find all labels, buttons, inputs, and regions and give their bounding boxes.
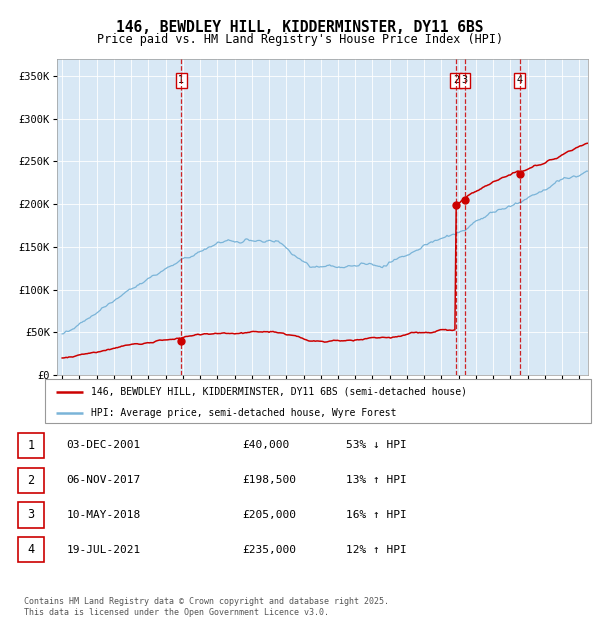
Text: £40,000: £40,000 — [242, 440, 290, 450]
Text: 16% ↑ HPI: 16% ↑ HPI — [346, 510, 407, 520]
Text: HPI: Average price, semi-detached house, Wyre Forest: HPI: Average price, semi-detached house,… — [91, 409, 397, 419]
FancyBboxPatch shape — [18, 502, 44, 528]
Text: 13% ↑ HPI: 13% ↑ HPI — [346, 475, 407, 485]
Text: £198,500: £198,500 — [242, 475, 296, 485]
Text: 10-MAY-2018: 10-MAY-2018 — [67, 510, 141, 520]
Text: 3: 3 — [462, 75, 468, 86]
Text: 4: 4 — [27, 543, 34, 556]
Text: £235,000: £235,000 — [242, 545, 296, 555]
Text: 3: 3 — [27, 508, 34, 521]
FancyBboxPatch shape — [18, 433, 44, 458]
Text: 12% ↑ HPI: 12% ↑ HPI — [346, 545, 407, 555]
Text: Contains HM Land Registry data © Crown copyright and database right 2025.
This d: Contains HM Land Registry data © Crown c… — [24, 598, 389, 617]
Text: 4: 4 — [517, 75, 523, 86]
Text: £205,000: £205,000 — [242, 510, 296, 520]
Text: Price paid vs. HM Land Registry's House Price Index (HPI): Price paid vs. HM Land Registry's House … — [97, 33, 503, 46]
FancyBboxPatch shape — [18, 467, 44, 493]
FancyBboxPatch shape — [18, 538, 44, 562]
Text: 1: 1 — [27, 439, 34, 452]
Text: 06-NOV-2017: 06-NOV-2017 — [67, 475, 141, 485]
Text: 2: 2 — [27, 474, 34, 487]
Text: 146, BEWDLEY HILL, KIDDERMINSTER, DY11 6BS (semi-detached house): 146, BEWDLEY HILL, KIDDERMINSTER, DY11 6… — [91, 387, 467, 397]
Text: 146, BEWDLEY HILL, KIDDERMINSTER, DY11 6BS: 146, BEWDLEY HILL, KIDDERMINSTER, DY11 6… — [116, 20, 484, 35]
Text: 19-JUL-2021: 19-JUL-2021 — [67, 545, 141, 555]
FancyBboxPatch shape — [45, 379, 591, 423]
Text: 53% ↓ HPI: 53% ↓ HPI — [346, 440, 407, 450]
Text: 2: 2 — [453, 75, 459, 86]
Text: 1: 1 — [178, 75, 184, 86]
Text: 03-DEC-2001: 03-DEC-2001 — [67, 440, 141, 450]
